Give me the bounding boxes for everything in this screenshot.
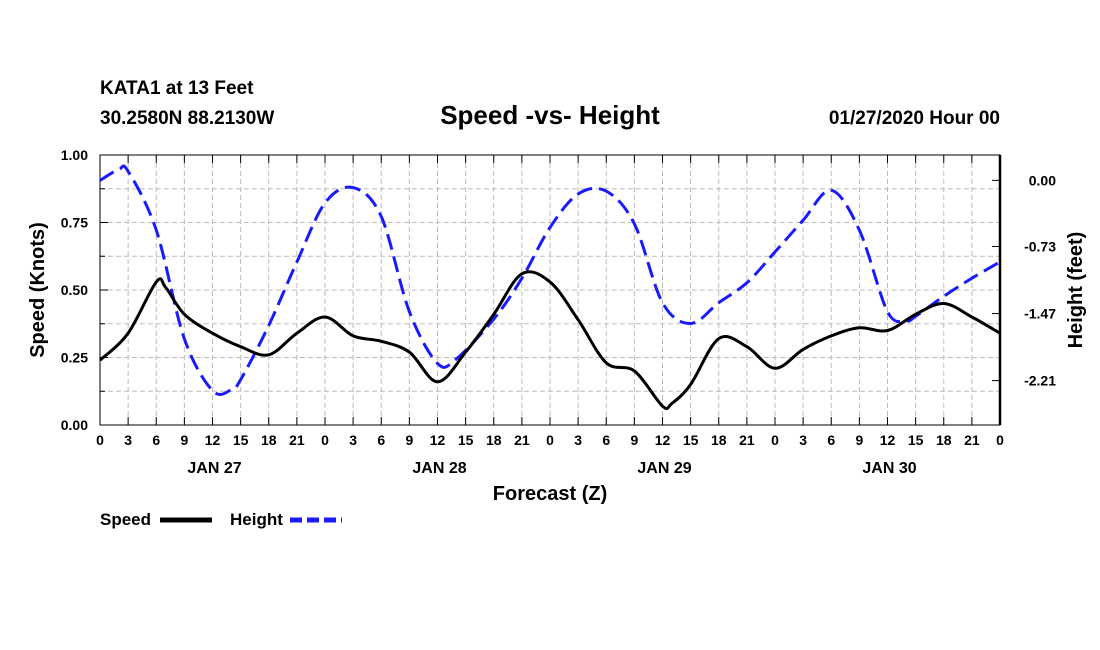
x-tick-label: 15: [458, 432, 474, 448]
x-tick-label: 18: [486, 432, 502, 448]
x-tick-label: 12: [430, 432, 446, 448]
x-tick-label: 0: [96, 432, 104, 448]
y-right-tick-label: 0.00: [1029, 172, 1056, 188]
x-tick-label: 6: [827, 432, 835, 448]
x-tick-label: 9: [180, 432, 188, 448]
x-axis-label: Forecast (Z): [493, 483, 607, 505]
x-tick-label: 3: [574, 432, 582, 448]
legend-height-label: Height: [230, 510, 283, 529]
series-line-height: [99, 164, 1001, 396]
day-label: JAN 29: [637, 460, 691, 477]
x-tick-label: 15: [908, 432, 924, 448]
x-tick-label: 15: [233, 432, 249, 448]
x-tick-label: 21: [514, 432, 530, 448]
x-tick-label: 15: [683, 432, 699, 448]
x-tick-label: 0: [771, 432, 779, 448]
x-tick-label: 21: [739, 432, 755, 448]
x-tick-label: 12: [655, 432, 671, 448]
x-tick-label: 6: [602, 432, 610, 448]
axis-ticks: 0 3 6 9 12 15 18 21 0 3 6 9 12 15 18 21 0 3 6 9 12 15 18 21 0 3 6 9…: [61, 147, 1056, 477]
y-right-tick-label: -2.21: [1024, 373, 1056, 389]
x-tick-label: 9: [855, 432, 863, 448]
x-tick-label: 18: [711, 432, 727, 448]
x-tick-label: 21: [289, 432, 305, 448]
x-tick-label: 18: [261, 432, 277, 448]
x-tick-label: 0: [321, 432, 329, 448]
y-left-tick-label: 0.00: [61, 417, 88, 433]
y-axis-left-label: Speed (Knots): [27, 222, 49, 358]
x-tick-label: 18: [936, 432, 952, 448]
x-tick-label: 0: [996, 432, 1004, 448]
station-name: KATA1 at 13 Feet: [100, 78, 254, 99]
y-left-tick-label: 0.75: [61, 215, 88, 231]
x-tick-label: 12: [880, 432, 896, 448]
series-line-speed: [98, 270, 1001, 411]
x-tick-label: 6: [152, 432, 160, 448]
day-label: JAN 28: [412, 460, 466, 477]
forecast-datetime: 01/27/2020 Hour 00: [829, 108, 1000, 129]
x-tick-label: 3: [124, 432, 132, 448]
day-label: JAN 27: [187, 460, 241, 477]
y-right-tick-label: -0.73: [1024, 239, 1056, 255]
series-lines: [98, 164, 1001, 411]
station-coords: 30.2580N 88.2130W: [100, 108, 274, 129]
day-label: JAN 30: [862, 460, 916, 477]
y-left-tick-label: 0.25: [61, 350, 88, 366]
y-axis-right-label: Height (feet): [1065, 232, 1087, 349]
x-tick-label: 3: [349, 432, 357, 448]
x-tick-label: 12: [205, 432, 221, 448]
y-left-tick-label: 0.50: [61, 282, 88, 298]
gridlines: [100, 155, 1000, 425]
x-tick-label: 9: [630, 432, 638, 448]
y-right-tick-label: -1.47: [1024, 306, 1056, 322]
legend: Speed Height: [100, 510, 342, 529]
y-left-tick-label: 1.00: [61, 147, 88, 163]
legend-speed-label: Speed: [100, 510, 151, 529]
x-tick-label: 21: [964, 432, 980, 448]
x-tick-label: 0: [546, 432, 554, 448]
x-tick-label: 6: [377, 432, 385, 448]
chart-title: Speed -vs- Height: [440, 100, 660, 130]
x-tick-label: 9: [405, 432, 413, 448]
x-tick-label: 3: [799, 432, 807, 448]
